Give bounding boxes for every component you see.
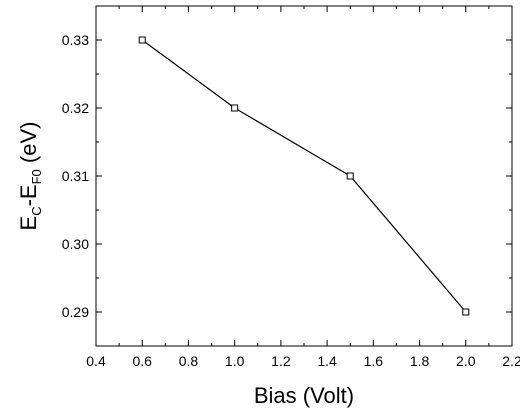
x-tick-label: 1.2: [271, 353, 291, 369]
y-tick-label: 0.29: [62, 304, 89, 320]
x-tick-label: 1.6: [364, 353, 384, 369]
x-tick-label: 1.0: [225, 353, 245, 369]
data-point-marker: [462, 308, 470, 316]
data-point-marker: [138, 36, 146, 44]
data-point-marker: [346, 172, 354, 180]
x-tick-label: 0.4: [86, 353, 106, 369]
series-line: [141, 39, 467, 313]
x-tick-label: 1.4: [317, 353, 337, 369]
data-point-marker: [231, 104, 239, 112]
y-tick-label: 0.31: [62, 168, 89, 184]
x-axis-ticks: 0.4 0.6 0.8 1.0 1.2 1.4 1.6 1.8 2.0 2.2: [86, 6, 520, 369]
x-tick-label: 1.8: [410, 353, 430, 369]
x-tick-label: 2.0: [456, 353, 476, 369]
y-axis-title: EC-EF0 (eV): [16, 122, 44, 231]
x-tick-label: 0.8: [179, 353, 199, 369]
plot-frame: [95, 5, 513, 347]
x-axis-title: Bias (Volt): [254, 383, 354, 408]
y-tick-label: 0.33: [62, 32, 89, 48]
x-tick-label: 2.2: [502, 353, 520, 369]
y-tick-label: 0.32: [62, 100, 89, 116]
y-tick-label: 0.30: [62, 236, 89, 252]
y-axis-ticks: 0.29 0.30 0.31 0.32 0.33: [62, 5, 512, 347]
series-layer: [138, 36, 470, 316]
x-tick-label: 0.6: [132, 353, 152, 369]
